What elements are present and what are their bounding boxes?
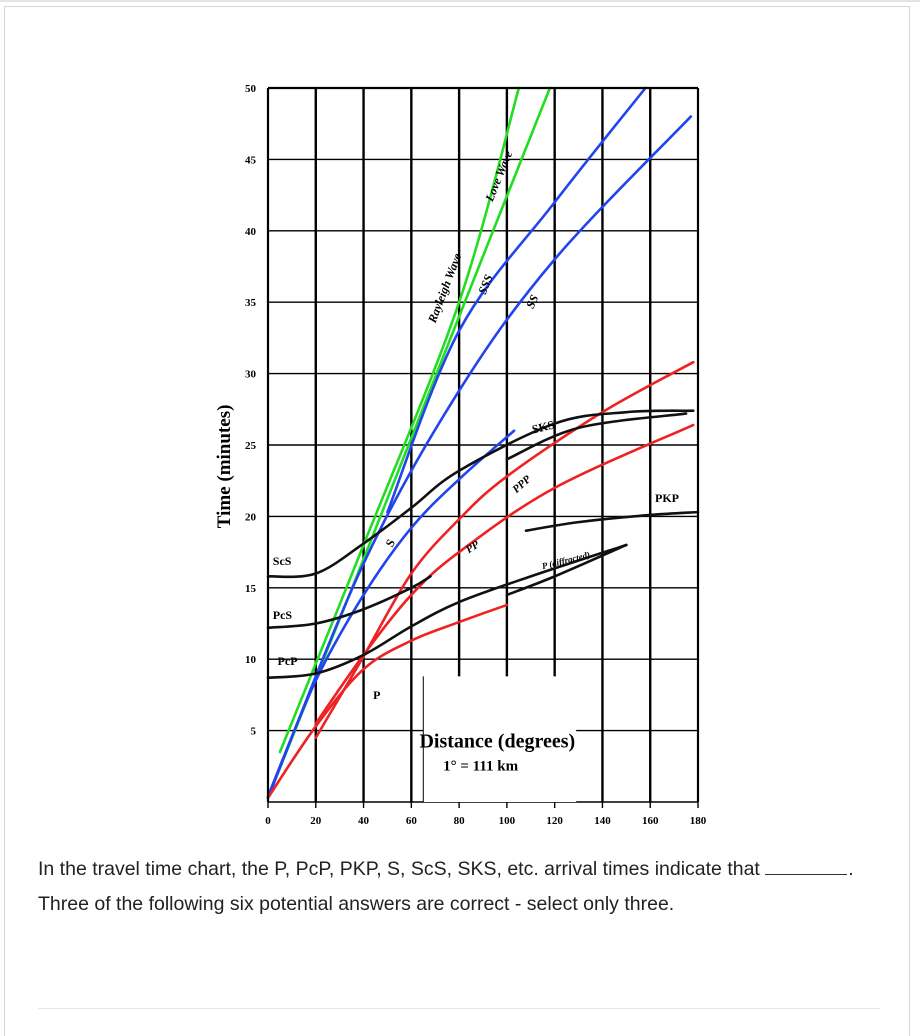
travel-time-chart: 0 20 40 60 80 100 120 140 160 180 5 10 15 20 25 30 35 40 4… bbox=[214, 83, 707, 827]
curve-label-love-wave: Love Wave bbox=[482, 148, 516, 204]
question-text-before: In the travel time chart, the P, PcP, PK… bbox=[38, 858, 760, 880]
series-p-line bbox=[266, 603, 509, 800]
curve-label-pcs: PcS bbox=[273, 608, 293, 622]
curve-label-p: P bbox=[373, 688, 380, 702]
y-tick-label: 40 bbox=[245, 226, 257, 238]
series-sss-line bbox=[386, 86, 647, 514]
x-tick-label: 160 bbox=[642, 815, 659, 827]
x-tick-label: 80 bbox=[454, 815, 466, 827]
chart-axes: Time (minutes) Distance (degrees) 1° = 111… bbox=[214, 86, 700, 803]
curve-label-sks: SKS bbox=[531, 417, 557, 436]
answer-blank bbox=[765, 854, 848, 875]
y-tick-label: 15 bbox=[245, 583, 257, 595]
x-tick-label: 180 bbox=[690, 815, 707, 827]
series-rayleigh-wave-line bbox=[278, 86, 521, 754]
series-pp-line bbox=[314, 423, 695, 725]
curve-label-p-diffracted: P (diffracted) bbox=[541, 550, 591, 572]
x-tick-label: 60 bbox=[406, 815, 418, 827]
y-tick-label: 50 bbox=[245, 83, 257, 95]
series-scs-line bbox=[266, 409, 695, 579]
y-tick-label: 45 bbox=[245, 154, 257, 166]
series-pcp-line bbox=[266, 543, 628, 680]
series-sks-line bbox=[505, 412, 688, 461]
top-border bbox=[0, 0, 920, 2]
curve-label-s: S bbox=[383, 536, 399, 549]
series-s-line bbox=[266, 429, 516, 798]
y-tick-label: 10 bbox=[245, 654, 257, 666]
x-tick-label: 100 bbox=[499, 815, 516, 827]
y-axis-title: Time (minutes) bbox=[214, 405, 235, 529]
x-tick-label: 0 bbox=[265, 815, 271, 827]
chart-series bbox=[266, 86, 700, 800]
question-text: In the travel time chart, the P, PcP, PK… bbox=[38, 852, 888, 922]
curve-label-ss: SS bbox=[523, 292, 541, 310]
x-axis-title: Distance (degrees) bbox=[419, 731, 575, 753]
question-card bbox=[4, 6, 910, 1036]
xlabel-box bbox=[423, 676, 577, 802]
series-p-diffracted-line bbox=[505, 543, 628, 597]
x-axis-note: 1° = 111 km bbox=[443, 759, 518, 775]
x-tick-label: 140 bbox=[594, 815, 611, 827]
curve-label-scs: ScS bbox=[273, 554, 292, 568]
curve-label-sss: SSS bbox=[475, 272, 496, 296]
x-tick-label: 40 bbox=[358, 815, 370, 827]
y-tick-label: 30 bbox=[245, 369, 257, 381]
chart-ticks: 0 20 40 60 80 100 120 140 160 180 5 10 15 20 25 30 35 40 4… bbox=[245, 83, 707, 827]
y-tick-label: 5 bbox=[251, 726, 257, 738]
series-pcs-line bbox=[266, 575, 432, 630]
series-pkp-line bbox=[524, 510, 700, 532]
question-text-after: . Three of the following six potential a… bbox=[38, 858, 854, 915]
y-tick-label: 35 bbox=[245, 297, 257, 309]
series-ss-line bbox=[266, 115, 693, 800]
curve-label-pkp: PKP bbox=[655, 491, 679, 505]
curve-label-pp: PP bbox=[464, 539, 482, 557]
y-tick-label: 20 bbox=[245, 511, 257, 523]
curve-label-ppp: PPP bbox=[510, 473, 533, 496]
y-tick-label: 25 bbox=[245, 440, 257, 452]
x-tick-label: 120 bbox=[546, 815, 563, 827]
divider bbox=[38, 1008, 880, 1009]
x-tick-label: 20 bbox=[310, 815, 322, 827]
curve-label-pcp: PcP bbox=[278, 654, 298, 668]
